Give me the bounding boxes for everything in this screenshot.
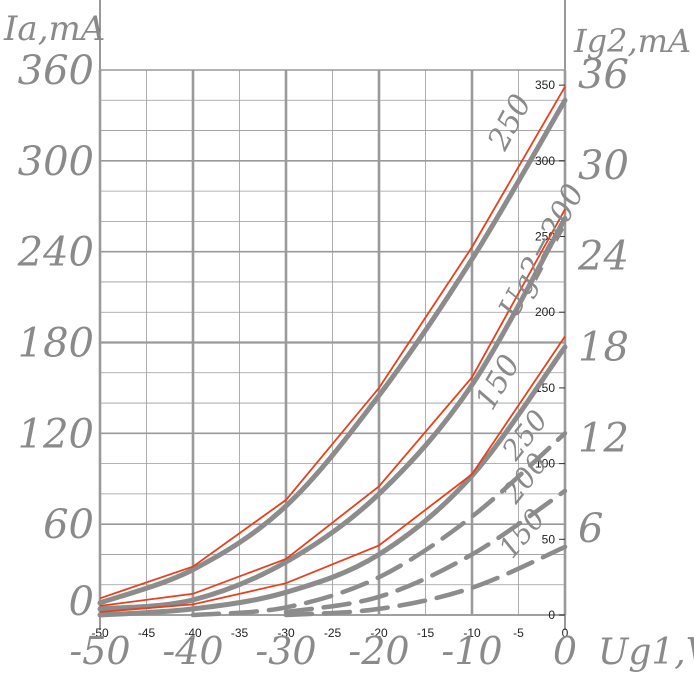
screen-curve-3 <box>190 431 568 618</box>
x-axis-large-ticks: -50 -40 -30 -20 -10 0 <box>69 629 577 673</box>
screen-curve-4 <box>283 488 568 615</box>
x-small-tick-label: -35 <box>231 626 249 640</box>
right-tick-label: 6 <box>578 506 603 552</box>
grid <box>98 0 567 630</box>
left-tick-label: 180 <box>18 321 94 367</box>
red-overlay-curve-8 <box>99 335 566 613</box>
left-tick-label: 300 <box>18 139 94 185</box>
right-tick-label: 36 <box>578 52 629 98</box>
x-small-tick-label: -5 <box>513 626 524 640</box>
x-small-tick-label: -30 <box>277 626 295 640</box>
right-tick-label: 30 <box>578 143 629 189</box>
right-tick-label: 24 <box>577 234 629 280</box>
x-small-tick-label: 0 <box>562 626 569 640</box>
x-large-tick-label: -10 <box>441 629 502 673</box>
x-axis-title: Ug1,V <box>598 632 694 673</box>
red-overlay-curve-6 <box>99 86 566 600</box>
right-axis-ticks: 6 12 18 24 30 36 <box>577 52 629 552</box>
x-small-tick-label: -15 <box>417 626 435 640</box>
anode-curve-0 <box>97 97 568 606</box>
curves <box>97 86 568 618</box>
x-small-tick-label: -20 <box>370 626 388 640</box>
x-small-tick-label: -25 <box>324 626 342 640</box>
left-tick-label: 120 <box>18 411 94 457</box>
left-axis-title: Ia,mA <box>3 9 105 49</box>
x-large-tick-label: -30 <box>255 629 316 673</box>
left-tick-label: 240 <box>17 230 94 276</box>
x-large-tick-label: 0 <box>553 629 577 673</box>
x-small-tick-label: -50 <box>91 626 109 640</box>
inner-right-tick-label: 50 <box>542 532 556 546</box>
x-large-tick-label: -40 <box>162 629 223 673</box>
inner-right-tick-label: 300 <box>535 154 555 168</box>
left-tick-label: 60 <box>43 502 94 548</box>
red-overlay-curve-7 <box>99 208 566 607</box>
inner-right-tick-label: 0 <box>548 608 555 622</box>
anode-curve-2 <box>97 344 568 618</box>
x-large-tick-label: -20 <box>348 629 409 673</box>
x-small-tick-label: -10 <box>463 626 481 640</box>
inner-right-tick-label: 350 <box>535 78 555 92</box>
left-tick-label: 0 <box>69 579 94 625</box>
screen-curve-5 <box>283 544 568 618</box>
x-small-tick-label: -45 <box>138 626 156 640</box>
left-axis-ticks: 0 60 120 180 240 300 360 <box>17 48 94 625</box>
left-tick-label: 360 <box>18 48 94 94</box>
x-large-tick-label: -50 <box>69 629 130 673</box>
right-tick-label: 18 <box>578 325 629 371</box>
x-axis-small-ticks: -50 -45 -40 -35 -30 -25 -20 -15 -10 -5 0 <box>91 626 568 640</box>
inner-right-tick-label: 250 <box>535 230 555 244</box>
inner-right-tick-label: 100 <box>535 457 555 471</box>
right-tick-label: 12 <box>578 415 629 461</box>
x-small-tick-label: -40 <box>184 626 202 640</box>
right-axis-title: Ig2,mA <box>573 22 691 60</box>
inner-right-tick-label: 200 <box>535 305 555 319</box>
anode-curve-1 <box>97 215 568 612</box>
